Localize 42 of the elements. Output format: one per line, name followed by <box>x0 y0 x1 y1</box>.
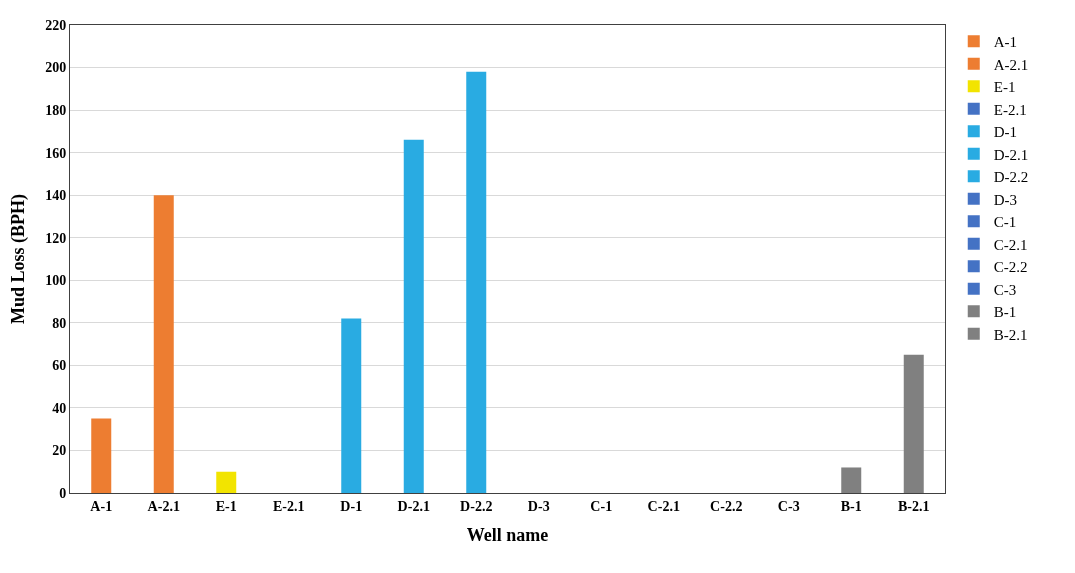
legend-label: E-2.1 <box>993 101 1027 118</box>
x-tick-label: C-2.2 <box>710 498 743 514</box>
legend-label: D-1 <box>993 124 1018 141</box>
x-tick-label: C-1 <box>590 498 613 514</box>
legend-label: C-1 <box>993 214 1017 231</box>
y-tick-label: 20 <box>52 443 67 459</box>
y-tick-label: 140 <box>45 188 67 204</box>
x-tick-label: A-1 <box>90 498 113 514</box>
legend-label: D-3 <box>993 191 1018 208</box>
legend-label: D-2.1 <box>993 146 1029 163</box>
legend-label: C-2.1 <box>993 236 1028 253</box>
x-tick-label: E-1 <box>215 498 237 514</box>
x-tick-label: D-2.2 <box>460 498 493 514</box>
y-tick-label: 160 <box>45 145 67 161</box>
y-tick-label: 180 <box>45 102 67 118</box>
legend-label: D-2.2 <box>993 169 1029 186</box>
x-tick-label: D-3 <box>527 498 550 514</box>
legend-label: E-1 <box>993 79 1016 96</box>
y-tick-label: 80 <box>52 315 67 331</box>
legend-label: A-2.1 <box>993 56 1029 73</box>
x-tick-label: A-2.1 <box>147 498 180 514</box>
legend-label: B-2.1 <box>993 326 1028 343</box>
y-tick-label: 0 <box>59 485 67 501</box>
y-tick-label: 220 <box>45 17 67 33</box>
y-tick-label: 40 <box>52 400 67 416</box>
x-tick-label: D-2.1 <box>397 498 430 514</box>
y-tick-label: 200 <box>45 60 67 76</box>
legend-label: C-2.2 <box>993 259 1028 276</box>
y-tick-label: 60 <box>52 358 67 374</box>
x-tick-label: B-2.1 <box>898 498 930 514</box>
x-tick-label: C-2.1 <box>647 498 680 514</box>
x-tick-label: E-2.1 <box>273 498 305 514</box>
y-tick-label: 100 <box>45 273 67 289</box>
legend-label: A-1 <box>993 34 1018 51</box>
x-tick-label: B-1 <box>840 498 862 514</box>
y-axis-title: Mud Loss (BPH) <box>8 193 30 325</box>
y-tick-label: 120 <box>45 230 67 246</box>
x-axis-title: Well name <box>466 524 549 545</box>
x-tick-label: D-1 <box>340 498 363 514</box>
legend-label: B-1 <box>993 304 1017 321</box>
x-tick-label: C-3 <box>777 498 800 514</box>
legend-label: C-3 <box>993 281 1017 298</box>
